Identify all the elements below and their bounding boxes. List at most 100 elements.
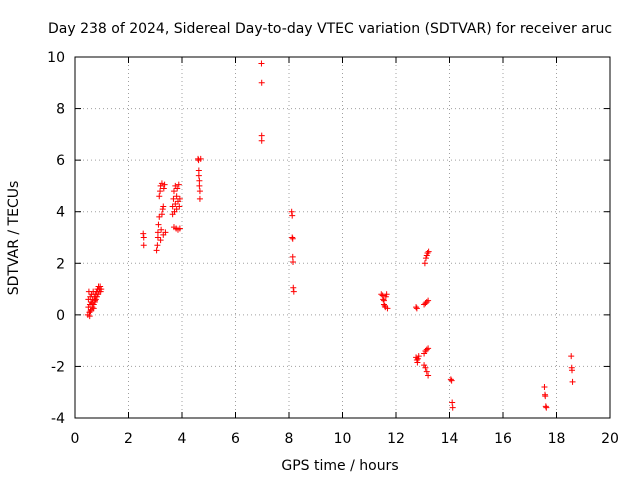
data-point (174, 185, 181, 192)
data-point (93, 293, 100, 300)
x-tick-label: 18 (548, 431, 566, 447)
data-point (158, 180, 165, 187)
data-point (424, 249, 431, 256)
data-point (288, 208, 295, 215)
x-axis: 0 2 4 6 8 10 12 14 16 18 20 (71, 57, 619, 447)
data-point (196, 188, 203, 195)
data-point (196, 177, 203, 184)
data-point (541, 384, 548, 391)
data-point (382, 293, 389, 300)
data-point (449, 404, 456, 411)
data-point (449, 399, 456, 406)
data-point (173, 206, 180, 213)
y-axis: -4 -2 0 2 4 6 8 10 (47, 50, 610, 427)
data-point (98, 286, 105, 293)
data-point (162, 229, 169, 236)
data-point (290, 284, 297, 291)
data-point (176, 225, 183, 232)
x-tick-label: 0 (71, 431, 80, 447)
data-point (258, 132, 265, 139)
chart-title: Day 238 of 2024, Sidereal Day-to-day VTE… (48, 21, 612, 37)
x-tick-label: 4 (178, 431, 187, 447)
data-point (289, 234, 296, 241)
data-point (258, 137, 265, 144)
data-point (154, 242, 161, 249)
data-point (413, 356, 420, 363)
data-point (156, 213, 163, 220)
data-point (157, 237, 164, 244)
data-point (155, 221, 162, 228)
data-point (290, 288, 297, 295)
data-point (140, 230, 147, 237)
data-point (97, 283, 104, 290)
data-point (87, 307, 94, 314)
data-point (425, 248, 432, 255)
data-point (170, 188, 177, 195)
x-tick-label: 14 (441, 431, 459, 447)
x-tick-label: 20 (601, 431, 619, 447)
data-point (423, 252, 430, 259)
data-point (176, 195, 183, 202)
data-point (156, 193, 163, 200)
y-tick-label: 8 (56, 102, 65, 118)
data-point (422, 364, 429, 371)
data-point (569, 367, 576, 374)
data-point (88, 306, 95, 313)
data-point (422, 347, 429, 354)
y-tick-label: 10 (47, 50, 65, 66)
data-point (568, 353, 575, 360)
x-tick-label: 16 (494, 431, 512, 447)
data-point (421, 301, 428, 308)
data-point (195, 167, 202, 174)
data-point (379, 292, 386, 299)
data-point (383, 291, 390, 298)
data-point (175, 181, 182, 188)
data-point (448, 377, 455, 384)
data-point (95, 291, 102, 298)
x-tick-label: 2 (124, 431, 133, 447)
data-point (425, 297, 432, 304)
data-point (157, 188, 164, 195)
data-point (170, 195, 177, 202)
data-point (196, 182, 203, 189)
data-point (422, 300, 429, 307)
data-point (290, 258, 297, 265)
data-point (542, 393, 549, 400)
data-point (173, 193, 180, 200)
data-point (158, 211, 165, 218)
data-point (413, 305, 420, 312)
data-point (425, 372, 432, 379)
data-point (415, 353, 422, 360)
data-point (569, 378, 576, 385)
data-point (153, 247, 160, 254)
data-point (172, 200, 179, 207)
y-tick-label: -4 (51, 411, 65, 427)
data-point (154, 229, 161, 236)
y-tick-label: 2 (56, 256, 65, 272)
data-point (160, 185, 167, 192)
data-point (176, 203, 183, 210)
y-axis-label: SDTVAR / TECUs (6, 181, 22, 296)
data-point (92, 297, 99, 304)
data-point (161, 181, 168, 188)
data-point (289, 253, 296, 260)
data-point (422, 255, 429, 262)
x-tick-label: 10 (334, 431, 352, 447)
y-tick-label: 4 (56, 205, 65, 221)
grid-lines (75, 57, 610, 418)
data-point (384, 305, 391, 312)
data-point (414, 359, 421, 366)
data-point (378, 291, 385, 298)
data-point (140, 234, 147, 241)
data-point (258, 60, 265, 67)
data-point (423, 298, 430, 305)
data-point (196, 195, 203, 202)
data-point (543, 404, 550, 411)
data-point (92, 296, 99, 303)
data-point (97, 288, 104, 295)
data-point (423, 346, 430, 353)
y-tick-label: 6 (56, 153, 65, 169)
y-tick-label: 0 (56, 308, 65, 324)
data-point (140, 242, 147, 249)
